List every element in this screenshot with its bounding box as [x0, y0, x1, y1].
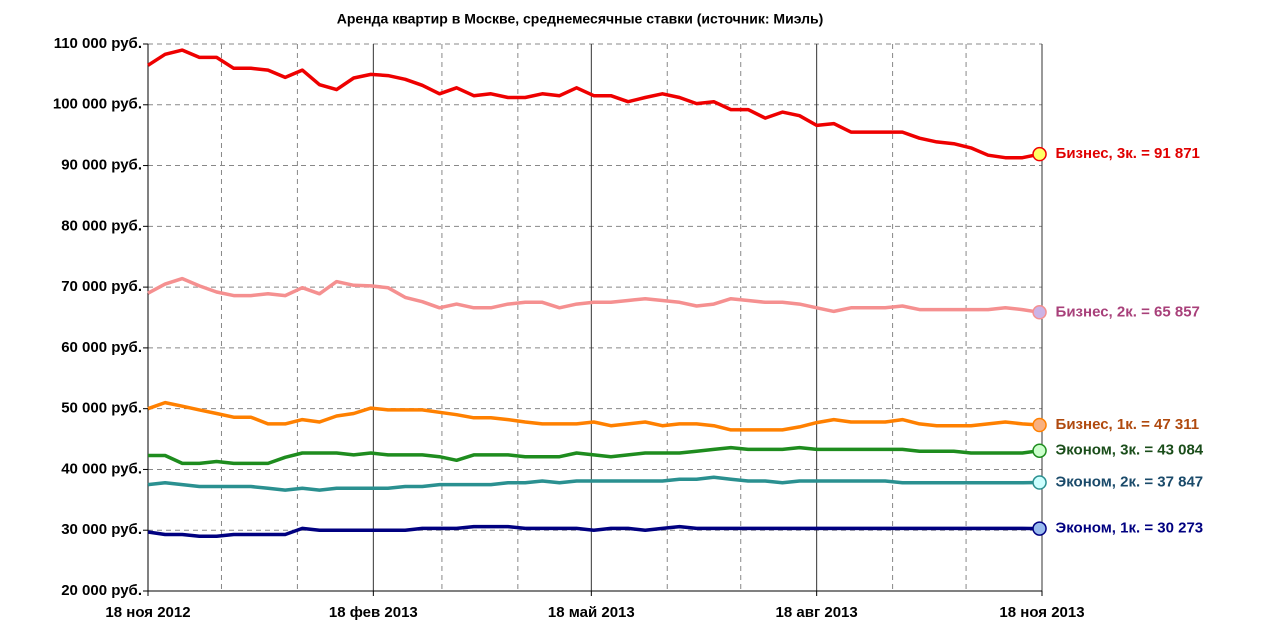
series-line	[147, 475, 1040, 492]
series-line	[148, 445, 1040, 466]
end-marker	[1032, 146, 1047, 162]
series-line	[147, 48, 1040, 160]
series-label: Эконом, 3к. = 43 084	[1056, 442, 1204, 459]
y-tick-label: 110 000 руб.	[54, 35, 142, 52]
y-tick-label: 20 000 руб.	[61, 582, 142, 599]
x-tick-label: 18 май 2013	[548, 604, 635, 621]
series-line	[147, 524, 1040, 539]
x-tick-label: 18 авг 2013	[776, 604, 858, 621]
series-label: Эконом, 2к. = 37 847	[1056, 473, 1204, 490]
series-label: Эконом, 1к. = 30 273	[1056, 520, 1204, 537]
end-marker	[1032, 305, 1047, 320]
x-tick-label: 18 фев 2013	[329, 604, 418, 621]
end-marker	[1032, 475, 1047, 490]
end-marker	[1032, 521, 1047, 536]
y-tick-label: 50 000 руб.	[61, 400, 142, 417]
x-tick-label: 18 ноя 2013	[999, 604, 1084, 621]
y-tick-label: 100 000 руб.	[53, 96, 142, 113]
series-line	[147, 276, 1040, 315]
chart-title: Аренда квартир в Москве, среднемесячные …	[337, 11, 824, 27]
series-label: Бизнес, 3к. = 91 871	[1056, 145, 1200, 162]
y-tick-label: 90 000 руб.	[61, 157, 142, 174]
end-marker	[1032, 417, 1047, 433]
y-tick-label: 80 000 руб.	[61, 217, 142, 234]
y-tick-label: 70 000 руб.	[61, 278, 142, 295]
x-tick-label: 18 ноя 2012	[105, 604, 190, 621]
series-label: Бизнес, 1к. = 47 311	[1056, 416, 1200, 433]
end-marker	[1032, 443, 1047, 458]
y-tick-label: 40 000 руб.	[61, 460, 142, 477]
series-line	[147, 400, 1040, 432]
y-tick-label: 30 000 руб.	[61, 521, 142, 538]
y-tick-label: 60 000 руб.	[61, 339, 142, 356]
series-label: Бизнес, 2к. = 65 857	[1056, 303, 1200, 320]
